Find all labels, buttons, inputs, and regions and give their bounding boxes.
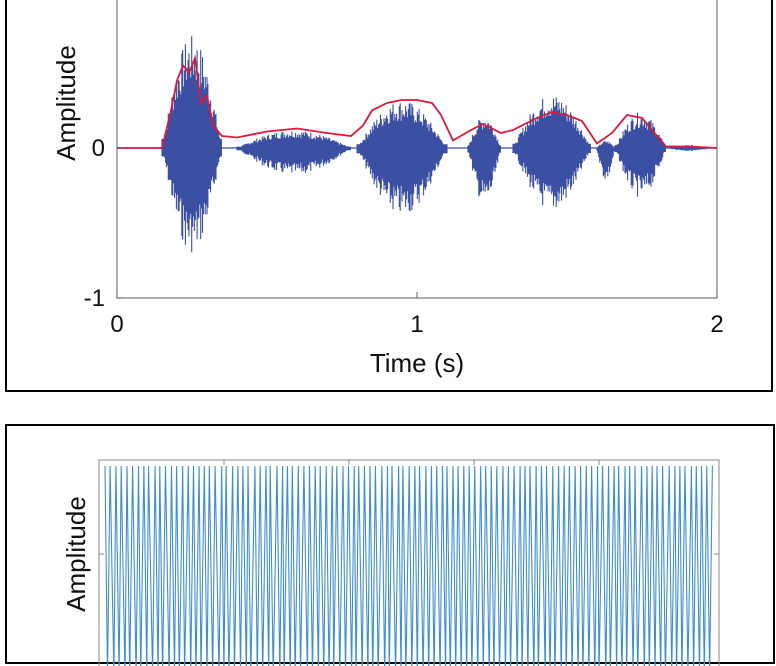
signal-chart: Amplitude [61, 459, 720, 666]
y-axis-label: Amplitude [61, 496, 91, 612]
waveform-segment [236, 131, 351, 173]
top-chart-panel: 0 1 2 -1 0 Time (s) Amplitude [5, 0, 773, 392]
y-tick-label: 0 [92, 135, 105, 162]
x-axis-label: Time (s) [370, 348, 464, 378]
y-tick-label: -1 [84, 285, 105, 312]
waveform-strokes [614, 112, 666, 197]
x-tick-label: 2 [710, 311, 723, 338]
waveform-strokes [356, 103, 448, 212]
waveform-segment [467, 120, 501, 197]
waveform-segment [512, 97, 591, 207]
plot-area-frame [98, 459, 720, 666]
waveform-segment [596, 141, 616, 179]
waveform-segment [614, 112, 666, 197]
waveform-strokes [512, 97, 591, 207]
bottom-chart-panel: Amplitude [5, 424, 775, 666]
x-tick-label: 0 [110, 311, 123, 338]
y-axis-label: Amplitude [51, 45, 81, 161]
waveform-strokes [467, 120, 501, 197]
waveform-strokes [596, 141, 616, 179]
signal-line [104, 465, 713, 666]
x-tick-label: 1 [410, 311, 423, 338]
waveform-segment [356, 103, 448, 212]
envelope-line [117, 54, 718, 149]
waveform-strokes [236, 131, 351, 173]
